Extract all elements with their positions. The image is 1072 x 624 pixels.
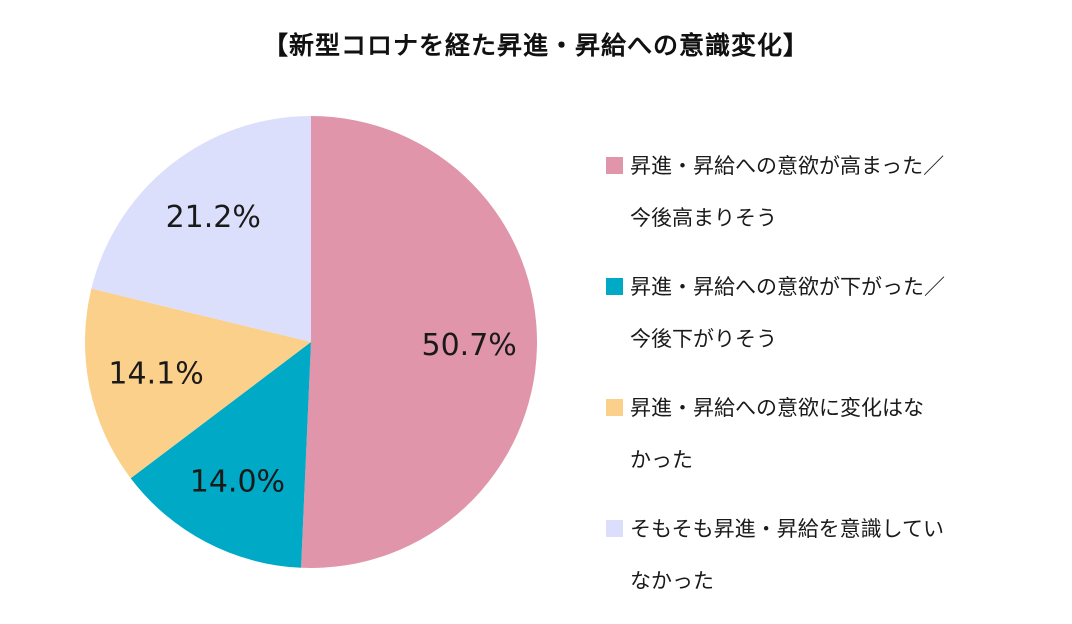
legend-item-not-conscious: そもそも昇進・昇給を意識してい なかった: [604, 503, 1034, 607]
pie-slice: [301, 116, 538, 568]
pie-value-label: 50.7%: [422, 328, 517, 363]
legend-label-line: 今後高まりそう: [630, 206, 777, 230]
legend-label-line: 昇進・昇給への意欲に変化はな: [630, 396, 924, 420]
pie-value-labels: 50.7% 14.0% 14.1% 21.2%: [108, 200, 516, 499]
pie-slice: [91, 116, 312, 342]
legend-label-line: 今後下がりそう: [630, 327, 777, 351]
legend-item-no-change: 昇進・昇給への意欲に変化はな かった: [604, 382, 1034, 486]
pie-slice: [85, 288, 311, 479]
pie-value-label: 21.2%: [166, 200, 261, 235]
legend-label-line: なかった: [630, 569, 714, 593]
legend-label-line: 昇進・昇給への意欲が高まった／: [630, 154, 945, 178]
pie-slices: [85, 116, 538, 568]
legend-swatch: [606, 157, 623, 174]
legend-swatch: [606, 399, 623, 416]
legend-swatch: [606, 520, 623, 537]
legend-label-line: かった: [630, 448, 693, 472]
legend-item-decreased: 昇進・昇給への意欲が下がった／ 今後下がりそう: [604, 261, 1034, 365]
legend-item-increased: 昇進・昇給への意欲が高まった／ 今後高まりそう: [604, 140, 1034, 244]
chart-title: 【新型コロナを経た昇進・昇給への意識変化】: [262, 31, 809, 60]
legend-label-line: 昇進・昇給への意欲が下がった／: [630, 275, 945, 299]
pie-slice: [130, 342, 311, 568]
pie-value-label: 14.1%: [108, 357, 203, 392]
chart-legend: 昇進・昇給への意欲が高まった／ 今後高まりそう 昇進・昇給への意欲が下がった／ …: [604, 140, 1034, 624]
pie-chart: 50.7% 14.0% 14.1% 21.2%: [85, 116, 538, 568]
legend-label-line: そもそも昇進・昇給を意識してい: [630, 517, 944, 541]
pie-value-label: 14.0%: [190, 465, 285, 500]
legend-swatch: [606, 278, 623, 295]
